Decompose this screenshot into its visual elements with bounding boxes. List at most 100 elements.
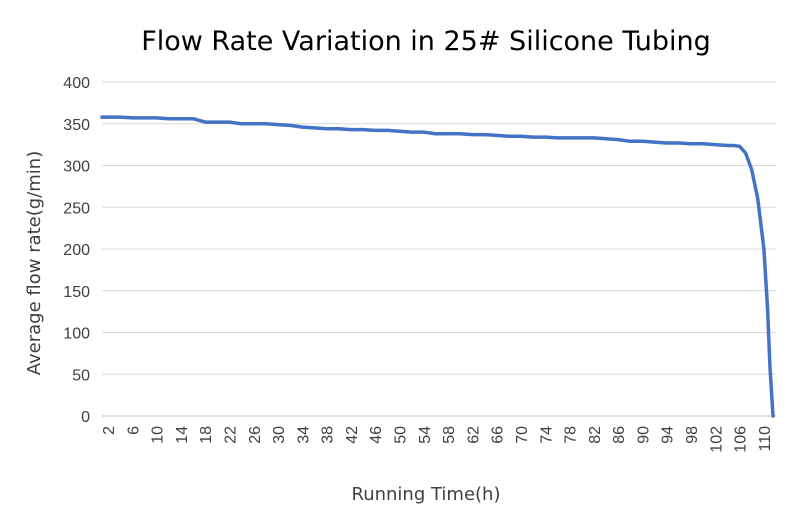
x-tick-label: 6 — [125, 426, 142, 435]
data-point — [144, 117, 145, 119]
data-point — [520, 135, 522, 137]
data-point — [198, 119, 200, 121]
x-tick-label: 14 — [174, 426, 191, 444]
data-point — [156, 117, 158, 119]
chart-title: Flow Rate Variation in 25# Silicone Tubi… — [141, 26, 711, 57]
y-tick-label: 300 — [63, 159, 90, 176]
x-tick-label: 86 — [611, 426, 628, 444]
data-point — [411, 131, 413, 133]
data-point — [733, 145, 734, 146]
data-point — [772, 415, 774, 417]
y-axis-ticks: 0 50 100 150 200 250 300 350 400 — [63, 75, 90, 426]
data-point — [180, 118, 182, 120]
data-point — [216, 121, 218, 123]
data-point — [666, 142, 668, 144]
x-tick-label: 26 — [247, 426, 264, 444]
data-point — [678, 142, 680, 144]
data-point — [168, 118, 170, 120]
x-tick-label: 66 — [490, 426, 507, 444]
data-point — [767, 306, 768, 308]
data-point — [119, 116, 121, 118]
x-tick-label: 50 — [393, 426, 410, 444]
x-tick-label: 70 — [514, 426, 531, 444]
series-group — [100, 115, 775, 418]
x-tick-label: 38 — [320, 426, 337, 444]
data-point — [131, 117, 133, 119]
y-tick-label: 400 — [63, 75, 90, 92]
data-point — [447, 133, 449, 135]
y-tick-label: 250 — [63, 200, 90, 217]
data-point — [399, 130, 400, 132]
y-tick-label: 200 — [63, 242, 90, 259]
x-tick-label: 46 — [368, 426, 385, 444]
x-tick-label: 90 — [635, 426, 652, 444]
data-point — [253, 123, 255, 125]
x-tick-label: 2 — [101, 426, 118, 435]
x-tick-label: 106 — [733, 426, 750, 453]
data-point — [556, 137, 558, 139]
data-point — [265, 123, 267, 125]
data-point — [471, 134, 473, 136]
data-point — [569, 137, 570, 139]
data-point — [350, 129, 352, 131]
data-point — [508, 135, 510, 137]
data-point — [726, 145, 728, 146]
data-point — [435, 133, 437, 135]
data-point — [605, 138, 607, 140]
data-point — [386, 129, 388, 131]
data-point — [714, 144, 716, 146]
x-axis-ticks: 2 6 10 14 18 22 26 30 34 38 42 46 50 54 58 62 66 70 74 78 82… — [101, 426, 774, 453]
data-point — [593, 137, 595, 139]
data-point — [459, 133, 461, 135]
data-point — [229, 121, 230, 123]
data-point — [338, 128, 340, 130]
data-point — [702, 143, 704, 145]
data-point — [763, 248, 765, 250]
y-tick-label: 100 — [63, 326, 90, 343]
data-point — [641, 140, 643, 142]
data-point — [101, 116, 103, 118]
data-point — [751, 169, 753, 171]
y-axis-label: Average flow rate(g/min) — [24, 151, 45, 375]
gridlines — [102, 81, 776, 417]
x-tick-label: 22 — [223, 426, 240, 444]
x-tick-label: 34 — [295, 426, 312, 444]
y-tick-label: 350 — [63, 117, 90, 134]
x-tick-label: 18 — [198, 426, 215, 444]
x-tick-label: 58 — [441, 426, 458, 444]
x-tick-label: 102 — [708, 426, 725, 453]
data-point — [326, 128, 328, 130]
y-tick-label: 50 — [72, 367, 90, 384]
data-point — [374, 129, 376, 131]
data-point — [301, 126, 303, 128]
x-tick-label: 10 — [150, 426, 167, 444]
data-point — [617, 139, 619, 141]
data-point — [241, 123, 243, 125]
data-point — [690, 143, 692, 145]
x-axis-label: Running Time(h) — [352, 484, 501, 505]
x-tick-label: 30 — [271, 426, 288, 444]
data-point — [107, 116, 109, 118]
x-tick-label: 94 — [660, 426, 677, 444]
x-tick-label: 74 — [538, 426, 555, 444]
x-tick-label: 78 — [563, 426, 580, 444]
data-point — [532, 136, 534, 138]
data-point — [496, 134, 498, 136]
x-tick-label: 54 — [417, 426, 434, 444]
data-point — [204, 121, 206, 123]
data-point — [769, 365, 771, 367]
data-point — [423, 131, 425, 133]
data-point — [192, 118, 194, 120]
data-point — [544, 136, 546, 138]
x-tick-label: 98 — [684, 426, 701, 444]
data-point — [629, 140, 631, 142]
data-point — [277, 124, 279, 126]
x-tick-label: 62 — [465, 426, 482, 444]
data-point — [289, 124, 291, 126]
x-tick-label: 110 — [757, 426, 774, 452]
x-tick-label: 42 — [344, 426, 361, 444]
x-tick-label: 82 — [587, 426, 604, 444]
data-point — [314, 127, 315, 129]
